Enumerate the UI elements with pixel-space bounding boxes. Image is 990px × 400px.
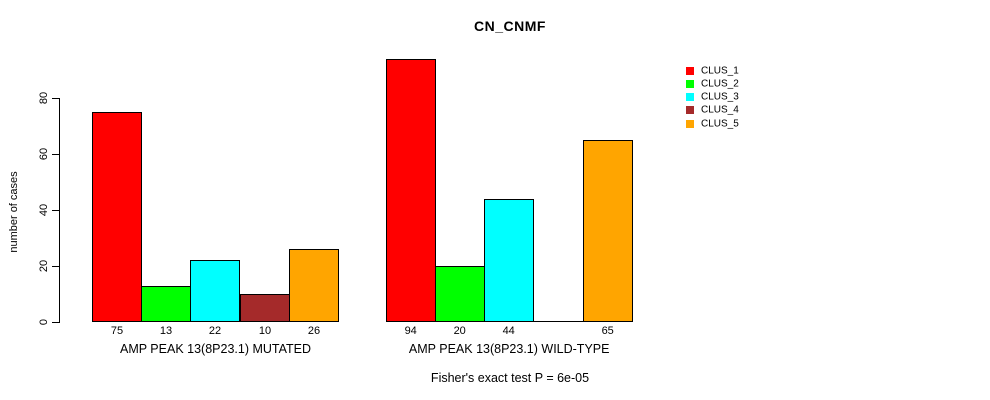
bar-value-label: 94 — [404, 325, 417, 337]
bar-CLUS_5 — [582, 140, 633, 322]
group-label: AMP PEAK 13(8P23.1) MUTATED — [119, 342, 312, 356]
bar-CLUS_1 — [92, 112, 142, 322]
bar-CLUS_4 — [240, 294, 290, 322]
y-tick — [52, 154, 60, 155]
bar-value-label: 65 — [601, 325, 614, 337]
legend-swatch-CLUS_5 — [686, 119, 694, 128]
bar-CLUS_3 — [190, 260, 240, 322]
bar-CLUS_2 — [434, 266, 485, 322]
legend-swatch-CLUS_4 — [686, 106, 694, 115]
y-tick — [52, 322, 60, 323]
y-tick-label: 0 — [38, 318, 50, 326]
bar-value-label: 75 — [110, 325, 124, 337]
legend-swatch-CLUS_2 — [686, 79, 694, 88]
annotation-text: Fisher's exact test P = 6e-05 — [430, 371, 590, 385]
legend-swatch-CLUS_3 — [686, 93, 694, 102]
y-tick-label: 60 — [38, 147, 50, 161]
bar-value-label: 13 — [159, 325, 173, 337]
bar-CLUS_2 — [141, 286, 191, 322]
legend-swatch-CLUS_1 — [686, 66, 694, 75]
legend-label-CLUS_5: CLUS_5 — [701, 118, 739, 130]
y-tick-label: 40 — [38, 203, 50, 217]
y-axis-title: number of cases — [8, 171, 20, 253]
bar-value-label: 26 — [307, 325, 321, 337]
group-label: AMP PEAK 13(8P23.1) WILD-TYPE — [408, 342, 610, 356]
bar-CLUS_3 — [483, 199, 534, 322]
chart-title: CN_CNMF — [474, 18, 546, 34]
y-tick-label: 20 — [38, 259, 50, 273]
bar-value-label: 22 — [208, 325, 222, 337]
bar-CLUS_5 — [289, 249, 339, 322]
legend-label-CLUS_2: CLUS_2 — [701, 78, 739, 90]
y-tick-label: 80 — [38, 91, 50, 105]
bar-value-label: 20 — [453, 325, 466, 337]
y-tick — [52, 98, 60, 99]
legend-label-CLUS_3: CLUS_3 — [701, 91, 739, 103]
y-tick — [52, 210, 60, 211]
legend-label-CLUS_4: CLUS_4 — [701, 104, 739, 116]
bar-value-label: 10 — [258, 325, 272, 337]
bar-CLUS_4 — [533, 321, 584, 322]
bar-CLUS_1 — [385, 59, 436, 322]
y-tick — [52, 266, 60, 267]
bar-value-label: 44 — [502, 325, 515, 337]
legend-label-CLUS_1: CLUS_1 — [701, 65, 739, 76]
